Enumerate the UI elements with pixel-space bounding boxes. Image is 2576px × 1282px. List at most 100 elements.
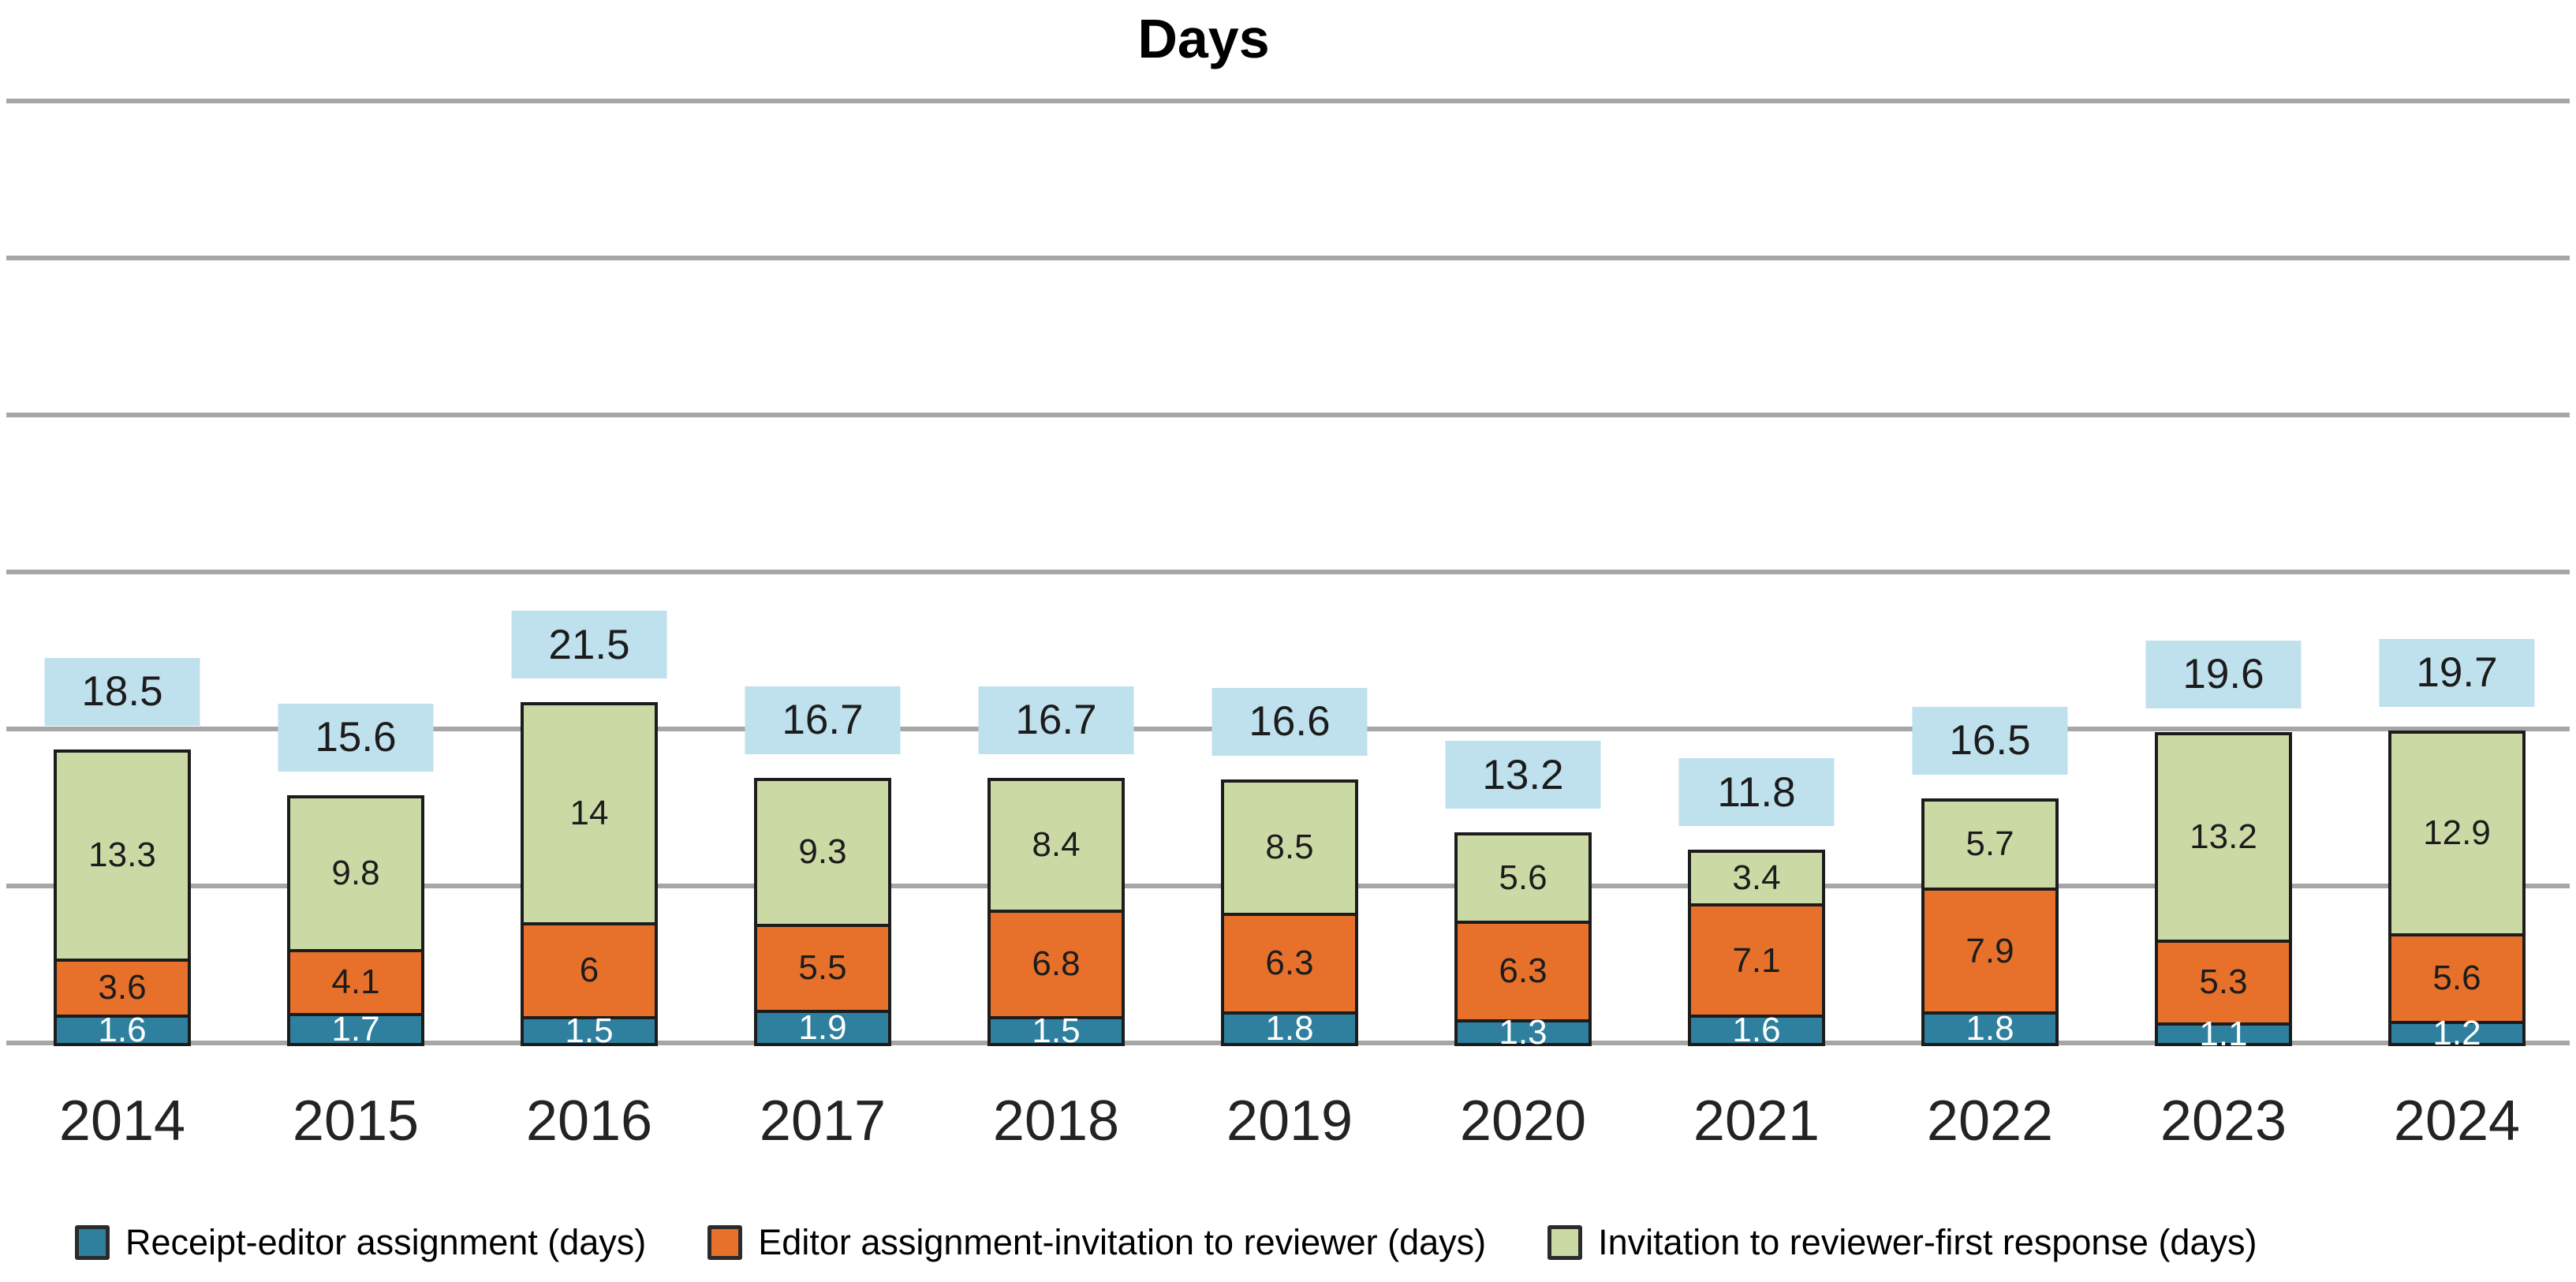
chart-title: Days: [1137, 8, 1270, 69]
x-axis-label-2016: 2016: [525, 1090, 653, 1153]
gridline-30: [6, 570, 2570, 574]
segment-green-2022: 5.7: [1925, 801, 2055, 891]
gridline-60: [6, 99, 2570, 103]
total-value-label: 19.6: [2182, 651, 2264, 698]
x-axis-label-2021: 2021: [1693, 1090, 1820, 1153]
segment-value-label: 5.6: [2432, 959, 2481, 998]
total-label-box-2022: 16.5: [1912, 706, 2068, 775]
bar-column-2019: 8.5 6.3 1.8 16.6: [1173, 0, 1406, 1046]
bar-column-2015: 9.8 4.1 1.7 15.6: [239, 0, 472, 1049]
bar-column-2022: 5.7 7.9 1.8 16.5: [1873, 0, 2107, 1046]
legend-swatch-icon: [1547, 1224, 1583, 1260]
segment-value-label: 8.5: [1265, 828, 1314, 867]
bar-column-2021: 3.4 7.1 1.6 11.8: [1640, 0, 1873, 1050]
segment-value-label: 1.1: [2199, 1015, 2248, 1054]
bar-column-2024: 12.9 5.6 1.2 19.7: [2340, 0, 2574, 1051]
total-label-box-2017: 16.7: [745, 686, 901, 754]
segment-value-label: 1.8: [1966, 1009, 2014, 1048]
total-label-box-2020: 13.2: [1445, 741, 1601, 809]
x-axis-label-2022: 2022: [1926, 1090, 2054, 1153]
segment-orange-2022: 7.9: [1925, 890, 2055, 1015]
legend-label: Receipt-editor assignment (days): [125, 1222, 647, 1262]
segment-green-2021: 3.4: [1691, 853, 1822, 906]
segment-green-2019: 8.5: [1224, 782, 1355, 916]
segment-value-label: 1.3: [1499, 1013, 1547, 1052]
legend: Receipt-editor assignment (days) Editor a…: [75, 1223, 2257, 1262]
bar-stack-2020: 5.6 6.3 1.3: [1454, 832, 1592, 1050]
segment-value-label: 1.9: [798, 1008, 847, 1048]
segment-teal-2014: 1.6: [57, 1013, 188, 1048]
segment-green-2014: 13.3: [57, 752, 188, 962]
legend-swatch-icon: [707, 1224, 743, 1260]
segment-value-label: 1.6: [98, 1011, 147, 1050]
bar-stack-2023: 13.2 5.3 1.1: [2155, 731, 2292, 1052]
total-value-label: 13.2: [1482, 751, 1564, 798]
bar-column-2017: 9.3 5.5 1.9 16.7: [706, 0, 939, 1048]
legend-item-2: Invitation to reviewer-first response (d…: [1547, 1223, 2257, 1262]
total-label-box-2019: 16.6: [1211, 687, 1368, 756]
total-value-label: 18.5: [81, 668, 163, 716]
plot-area: 13.3 3.6 1.6 18.5 9.8 4.1 1.7 15.6 14 6 1.5 21.5 9.3…: [6, 0, 2574, 1052]
bar-stack-2016: 14 6 1.5: [521, 702, 658, 1048]
total-value-label: 16.7: [782, 697, 864, 744]
total-label-box-2016: 21.5: [511, 611, 667, 679]
segment-value-label: 1.5: [565, 1011, 614, 1051]
segment-value-label: 6: [579, 951, 599, 990]
bar-column-2016: 14 6 1.5 21.5: [472, 0, 706, 1048]
total-label-box-2023: 19.6: [2145, 640, 2302, 708]
segment-orange-2018: 6.8: [991, 912, 1122, 1020]
x-axis: 2014 2015 2016 2017 2018 2019 2020 2021 2022 2023…: [6, 1093, 2574, 1149]
x-axis-label-2024: 2024: [2393, 1090, 2521, 1153]
bar-stack-2015: 9.8 4.1 1.7: [287, 794, 424, 1049]
segment-value-label: 5.7: [1966, 824, 2014, 864]
segment-teal-2022: 1.8: [1925, 1011, 2055, 1046]
bar-stack-2014: 13.3 3.6 1.6: [54, 749, 191, 1048]
bar-column-2014: 13.3 3.6 1.6 18.5: [6, 0, 239, 1048]
segment-green-2023: 13.2: [2158, 734, 2289, 943]
segment-teal-2018: 1.5: [991, 1014, 1122, 1048]
segment-value-label: 9.3: [798, 832, 847, 872]
total-value-label: 15.6: [315, 714, 397, 761]
bar-stack-2024: 12.9 5.6 1.2: [2388, 730, 2526, 1051]
legend-label: Invitation to reviewer-first response (d…: [1598, 1222, 2257, 1262]
legend-swatch-icon: [75, 1224, 110, 1260]
total-label-box-2015: 15.6: [278, 703, 434, 772]
segment-value-label: 7.1: [1732, 940, 1781, 980]
gridline-50: [6, 256, 2570, 260]
segment-green-2024: 12.9: [2391, 733, 2522, 936]
legend-item-0: Receipt-editor assignment (days): [75, 1223, 646, 1262]
x-axis-label-2018: 2018: [992, 1090, 1120, 1153]
segment-value-label: 3.6: [98, 968, 147, 1007]
segment-teal-2024: 1.2: [2391, 1016, 2522, 1051]
segment-teal-2019: 1.8: [1224, 1011, 1355, 1046]
total-value-label: 16.5: [1949, 717, 2031, 764]
total-value-label: 19.7: [2416, 649, 2498, 697]
gridline-40: [6, 413, 2570, 417]
segment-teal-2023: 1.1: [2158, 1017, 2289, 1052]
segment-value-label: 1.5: [1032, 1011, 1081, 1051]
segment-orange-2023: 5.3: [2158, 942, 2289, 1026]
bar-stack-2017: 9.3 5.5 1.9: [754, 777, 891, 1048]
segment-value-label: 1.7: [331, 1010, 380, 1049]
segment-value-label: 14: [569, 794, 609, 833]
segment-value-label: 3.4: [1732, 858, 1781, 898]
segment-orange-2017: 5.5: [757, 926, 888, 1014]
segment-orange-2019: 6.3: [1224, 915, 1355, 1015]
segment-value-label: 5.3: [2199, 962, 2248, 1002]
segment-value-label: 13.2: [2190, 817, 2257, 857]
total-value-label: 16.7: [1015, 697, 1097, 744]
segment-value-label: 6.3: [1499, 951, 1547, 991]
segment-value-label: 1.6: [1732, 1011, 1781, 1050]
x-axis-label-2014: 2014: [58, 1090, 186, 1153]
segment-value-label: 5.5: [798, 948, 847, 988]
bar-stack-2021: 3.4 7.1 1.6: [1688, 850, 1825, 1050]
segment-green-2015: 9.8: [290, 798, 421, 952]
bar-column-2018: 8.4 6.8 1.5 16.7: [939, 0, 1173, 1048]
segment-value-label: 13.3: [88, 835, 156, 875]
total-value-label: 16.6: [1249, 698, 1331, 746]
total-label-box-2021: 11.8: [1678, 758, 1835, 827]
segment-teal-2016: 1.5: [524, 1014, 655, 1048]
total-label-box-2024: 19.7: [2379, 638, 2535, 707]
segment-teal-2020: 1.3: [1458, 1015, 1589, 1050]
